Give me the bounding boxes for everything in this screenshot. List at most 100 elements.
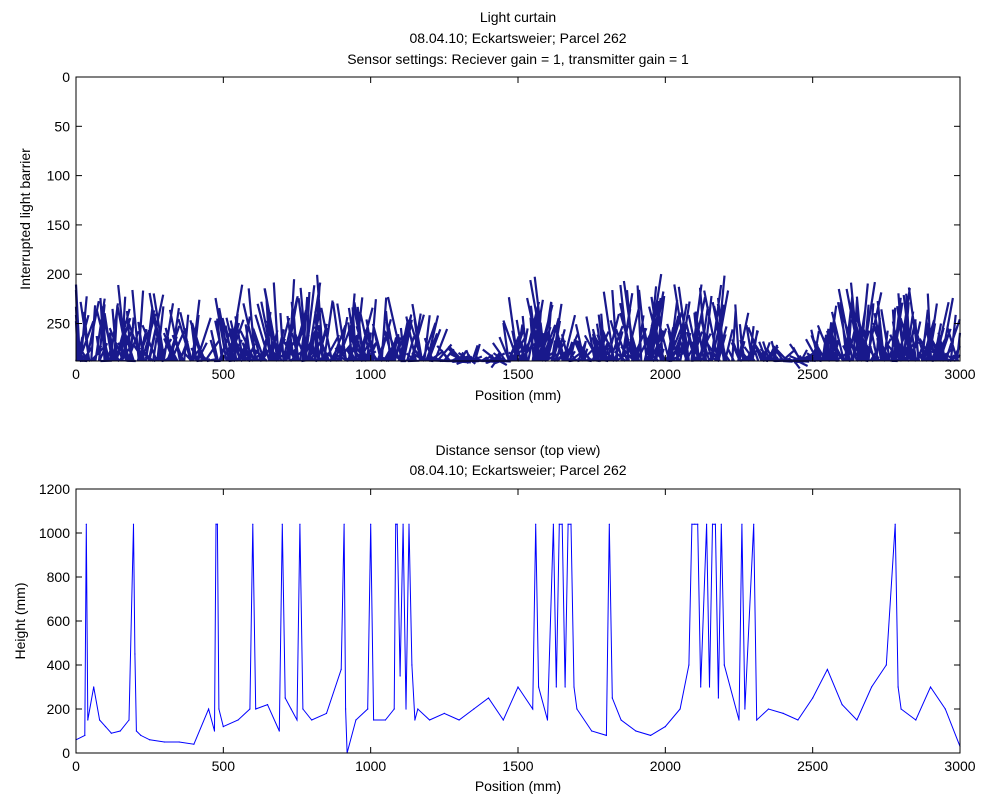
distance-sensor-point [93,686,95,688]
distance-sensor-point [620,719,622,721]
distance-sensor-point [885,664,887,666]
distance-sensor-point [564,686,566,688]
distance-sensor-point [573,686,575,688]
distance-sensor-point [688,664,690,666]
distance-sensor-title-line-2: 08.04.10; Eckartsweier; Parcel 262 [409,462,626,478]
distance-sensor-point [104,726,107,728]
distance-sensor-point [741,523,743,525]
distance-sensor-x-ticks: 0 500 1000 1500 2000 2500 3000 [72,489,976,774]
light-curtain-y-tick-label: 250 [47,316,71,332]
distance-sensor-point [611,697,613,699]
distance-sensor-point [570,523,572,525]
distance-sensor-point [429,719,431,721]
distance-sensor-point [797,719,799,721]
distance-sensor-point [502,719,504,721]
distance-sensor-point [705,523,708,525]
distance-sensor-point [535,523,537,525]
distance-sensor-point [98,719,101,721]
distance-sensor-point [215,523,217,525]
distance-sensor-point [720,523,722,525]
distance-sensor-point [738,719,740,721]
distance-sensor-point [237,719,239,721]
distance-sensor-point [252,523,254,525]
distance-sensor-y-tick-label: 400 [47,657,71,673]
distance-sensor-point [84,734,86,737]
distance-sensor-point [744,708,746,710]
distance-sensor-point [473,708,475,710]
distance-sensor-y-axis-label: Height (mm) [12,582,28,659]
distance-sensor-point [284,697,286,699]
distance-sensor-point [345,708,347,710]
distance-sensor-point [841,704,843,706]
distance-sensor-point [894,523,896,525]
distance-sensor-point [717,697,719,699]
distance-sensor-height-line [75,523,961,754]
distance-sensor-point [567,523,569,525]
light-curtain-title-line-2: 08.04.10; Eckartsweier; Parcel 262 [409,30,626,46]
distance-sensor-point [561,523,563,525]
light-curtain-y-tick-label: 150 [47,217,71,233]
light-curtain-panel: Light curtain 08.04.10; Eckartsweier; Pa… [17,9,976,403]
distance-sensor-axes-box [75,488,961,754]
distance-sensor-x-tick-label: 1000 [355,758,386,774]
distance-sensor-point [119,730,121,732]
distance-sensor-point [708,686,711,688]
distance-sensor-point [558,523,560,525]
distance-sensor-point [694,523,696,525]
distance-sensor-point [135,730,138,732]
distance-sensor-point [897,686,899,688]
distance-sensor-point [396,523,398,525]
distance-sensor-data [75,523,961,754]
distance-sensor-point [552,523,554,525]
light-curtain-y-tick-label: 0 [62,69,70,85]
distance-sensor-point [635,730,637,732]
distance-sensor-point [405,708,407,710]
light-curtain-x-tick-label: 2000 [650,366,681,382]
distance-sensor-point [679,708,681,710]
distance-sensor-point [370,523,372,525]
distance-sensor-point [302,708,304,710]
distance-sensor-point [343,523,345,525]
light-curtain-x-tick-label: 1500 [502,366,533,382]
distance-sensor-point [278,730,280,732]
distance-sensor-point [714,523,717,525]
distance-sensor-point [281,523,283,525]
distance-sensor-point [591,730,593,732]
distance-sensor-point [900,708,902,710]
distance-sensor-point [411,664,413,666]
distance-sensor-title-line-1: Distance sensor (top view) [436,442,601,458]
distance-sensor-point [128,719,130,721]
distance-sensor-point [856,719,858,721]
light-curtain-title-line-1: Light curtain [480,9,556,25]
distance-sensor-point [299,523,301,525]
distance-sensor-point [311,719,313,721]
distance-sensor-y-tick-label: 800 [47,569,71,585]
distance-sensor-y-ticks: 0 200 400 600 800 1000 1200 [39,481,960,761]
distance-sensor-x-tick-label: 1500 [502,758,533,774]
distance-sensor-point [373,719,375,721]
distance-sensor-point [193,743,195,745]
distance-sensor-point [140,734,142,737]
distance-sensor-panel: Distance sensor (top view) 08.04.10; Eck… [12,442,976,794]
distance-sensor-x-tick-label: 2500 [797,758,828,774]
distance-sensor-point [546,719,549,721]
distance-sensor-point [355,719,357,721]
distance-sensor-x-tick-label: 500 [212,758,236,774]
distance-sensor-point [290,708,292,710]
distance-sensor-point [650,734,652,737]
distance-sensor-y-tick-label: 600 [47,613,71,629]
distance-sensor-point [664,726,666,728]
distance-sensor-x-tick-label: 0 [72,758,80,774]
light-curtain-x-tick-label: 500 [212,366,236,382]
distance-sensor-point [85,523,87,525]
light-curtain-x-tick-label: 2500 [797,366,828,382]
light-curtain-x-axis-label: Position (mm) [475,387,561,403]
light-curtain-y-tick-label: 50 [54,118,70,134]
distance-sensor-point [691,523,693,525]
distance-sensor-point [367,708,369,710]
light-curtain-title-line-3: Sensor settings: Reciever gain = 1, tran… [347,51,689,67]
distance-sensor-point [723,664,725,666]
distance-sensor-point [458,719,460,721]
distance-sensor-y-tick-label: 200 [47,701,71,717]
